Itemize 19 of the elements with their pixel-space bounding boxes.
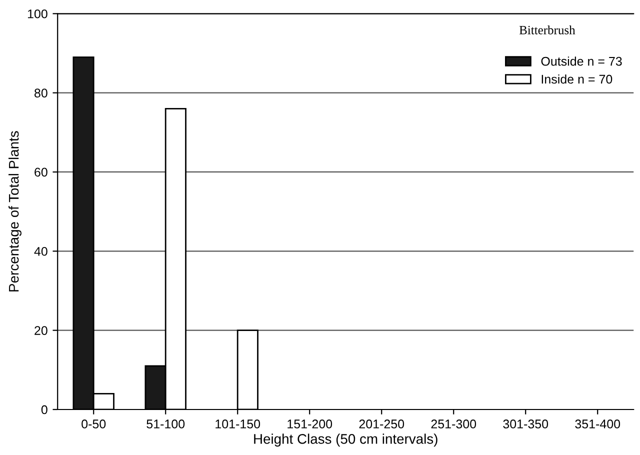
x-tick-label: 251-300: [431, 420, 476, 428]
x-tick-label: 351-400: [575, 420, 620, 428]
y-tick-label: 100: [28, 9, 48, 18]
x-tick-label: 101-150: [216, 420, 260, 428]
y-tick-label: 60: [34, 168, 48, 177]
text: Bitterbrush: [519, 26, 576, 34]
y-axis-title: Percentage of Total Plants: [8, 131, 22, 292]
legend-label: Outside n = 73: [541, 56, 622, 66]
x-tick-label: 51-100: [146, 420, 185, 428]
y-tick-label: 20: [34, 326, 48, 335]
x-tick-label: 0-50: [82, 420, 106, 428]
y-tick-label: 40: [34, 246, 48, 256]
x-axis-title: Height Class (50 cm intervals): [254, 434, 438, 447]
x-tick-label: 201-250: [359, 420, 404, 428]
x-tick-label: 151-200: [288, 420, 332, 428]
y-tick-label: 80: [34, 88, 48, 98]
x-tick-label: 301-350: [503, 420, 548, 428]
y-tick-label: 0: [41, 405, 48, 414]
legend-label: Inside n = 70: [542, 74, 612, 84]
